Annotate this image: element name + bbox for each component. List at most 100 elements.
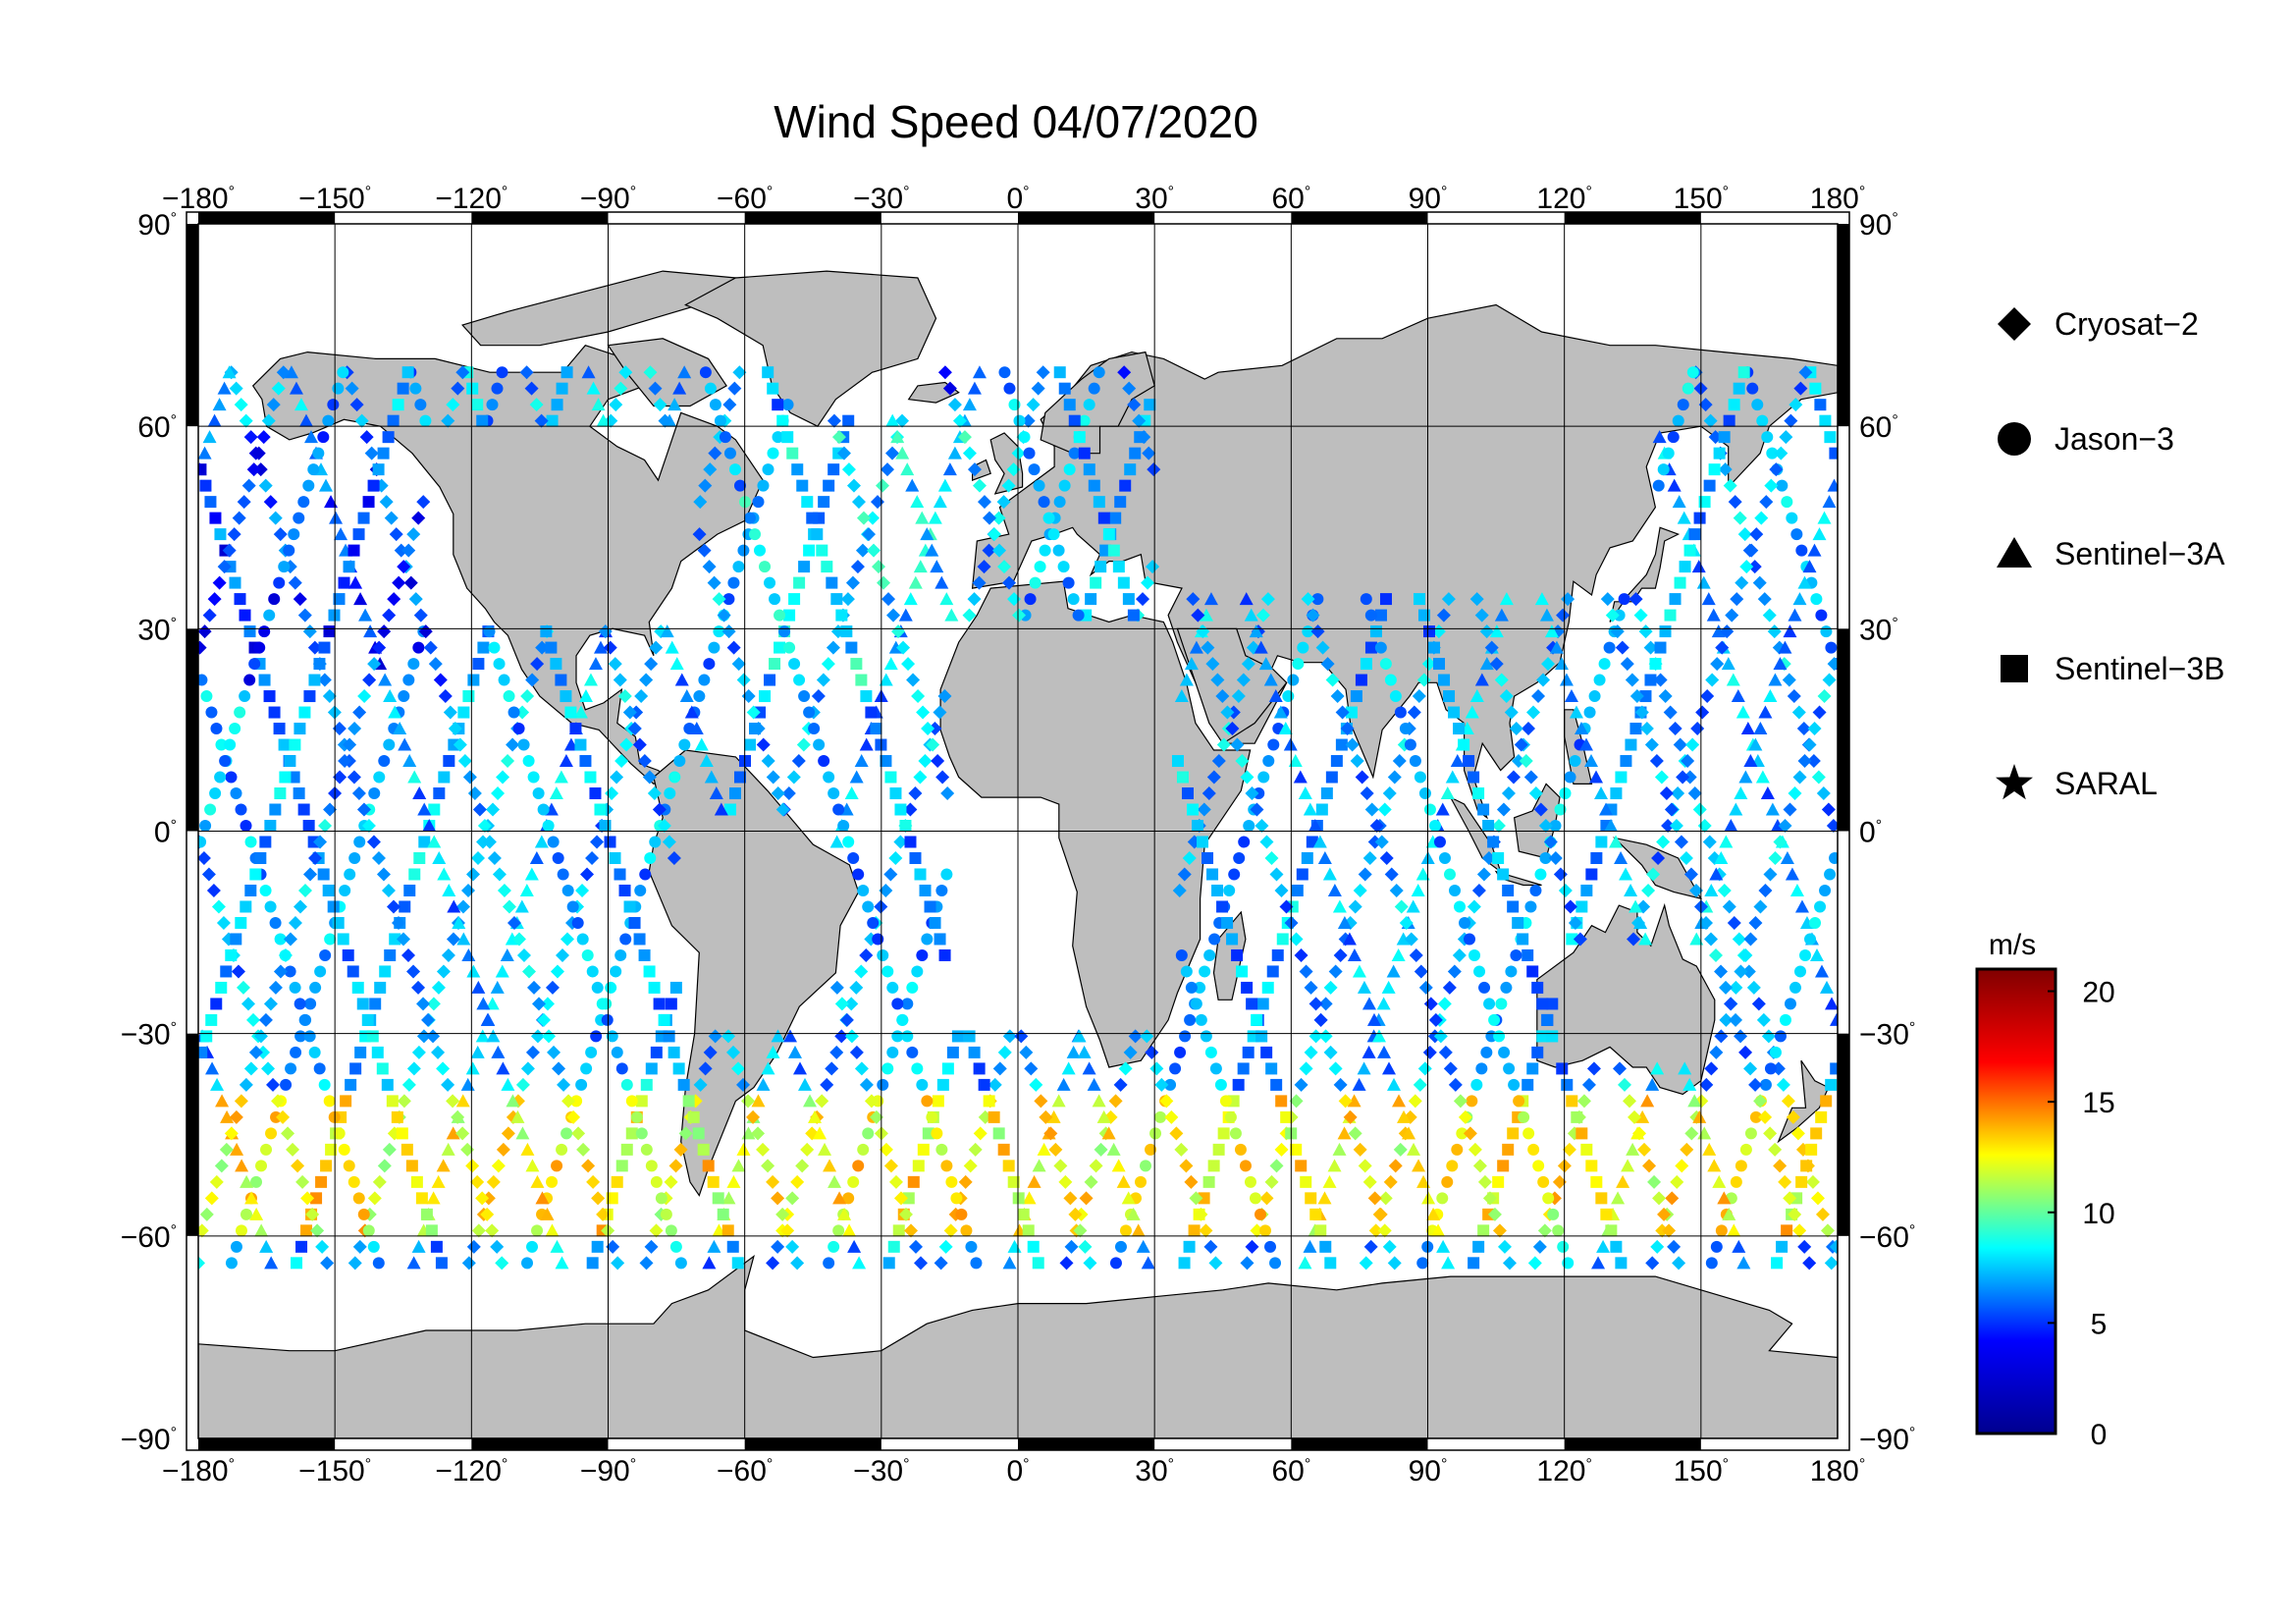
track-point: [487, 850, 502, 865]
track-point: [603, 640, 617, 655]
track-point: [323, 1095, 336, 1108]
track-point: [240, 1174, 254, 1188]
track-point: [1453, 723, 1466, 735]
track-point: [1032, 1159, 1046, 1172]
track-point: [229, 576, 241, 589]
frame-segment: [1018, 212, 1155, 224]
track-point: [1096, 1109, 1111, 1123]
track-point: [847, 1175, 860, 1188]
track-point: [1259, 1191, 1274, 1206]
track-point: [726, 1240, 739, 1253]
track-point: [1625, 673, 1639, 687]
track-point: [401, 1077, 416, 1092]
track-point: [775, 802, 790, 817]
track-point: [1320, 787, 1333, 800]
track-point: [264, 1256, 279, 1270]
track-point: [477, 641, 490, 654]
track-point: [526, 1240, 539, 1253]
track-point: [573, 705, 588, 719]
track-point: [1317, 1191, 1332, 1205]
track-point: [1652, 430, 1667, 444]
track-point: [1417, 609, 1430, 622]
track-point: [1357, 1061, 1371, 1075]
track-point: [294, 723, 306, 735]
track-point: [269, 916, 282, 929]
track-point: [378, 673, 393, 686]
track-point: [345, 1078, 357, 1091]
track-point: [590, 1030, 603, 1043]
track-point: [766, 770, 780, 784]
track-point: [1680, 1142, 1694, 1157]
track-point: [771, 1029, 785, 1043]
track-point: [1657, 463, 1670, 476]
track-point: [246, 462, 261, 477]
track-point: [511, 932, 526, 947]
track-point: [1698, 398, 1713, 412]
track-point: [926, 1110, 938, 1123]
track-point: [225, 771, 238, 784]
track-point: [1501, 786, 1516, 801]
track-point: [682, 1095, 695, 1108]
track-point: [615, 1062, 628, 1075]
track-point: [427, 835, 442, 848]
track-point: [417, 802, 432, 816]
track-point: [302, 820, 315, 833]
track-point: [630, 1110, 643, 1123]
track-point: [342, 948, 354, 961]
track-point: [1312, 835, 1327, 848]
track-point: [1387, 1077, 1402, 1091]
track-point: [1073, 1223, 1088, 1238]
track-point: [419, 414, 432, 427]
track-point: [727, 576, 740, 589]
track-point: [649, 640, 664, 655]
track-point: [293, 899, 307, 914]
track-point: [633, 933, 646, 946]
track-point: [1322, 867, 1337, 881]
track-point: [1735, 1160, 1747, 1172]
track-point: [1541, 1013, 1554, 1026]
track-point: [803, 706, 816, 719]
track-point: [1296, 868, 1308, 881]
track-point: [766, 1045, 780, 1058]
track-point: [933, 705, 947, 720]
track-point: [1117, 365, 1132, 380]
track-point: [441, 1142, 455, 1156]
track-point: [234, 398, 248, 412]
track-point: [460, 1142, 475, 1157]
track-point: [852, 868, 865, 881]
track-point: [1786, 512, 1798, 524]
track-point: [276, 1109, 291, 1124]
track-point: [879, 673, 893, 686]
track-point: [1136, 592, 1150, 607]
track-point: [496, 366, 508, 379]
track-point: [245, 1012, 260, 1027]
track-point: [1179, 1159, 1194, 1173]
track-point: [1624, 883, 1638, 896]
track-point: [815, 1094, 829, 1109]
track-point: [1788, 1207, 1802, 1221]
track-point: [1528, 786, 1543, 801]
track-point: [1749, 527, 1764, 542]
track-point: [446, 932, 460, 947]
track-point: [692, 527, 707, 542]
track-point: [1421, 657, 1436, 672]
frame-segment: [1564, 212, 1701, 224]
track-point: [225, 1257, 238, 1270]
track-point: [481, 1012, 496, 1026]
track-point: [1268, 689, 1283, 703]
track-point: [1687, 786, 1702, 801]
track-point: [1291, 884, 1304, 896]
track-point: [1355, 674, 1367, 686]
track-point: [1453, 1094, 1468, 1109]
lon-tick-label-top: −60°: [717, 183, 773, 215]
track-point: [1718, 462, 1733, 477]
track-point: [1304, 980, 1318, 995]
track-point: [1379, 658, 1392, 671]
track-point: [1497, 1239, 1512, 1254]
track-point: [1174, 1142, 1189, 1157]
track-point: [347, 544, 360, 557]
track-point: [598, 624, 613, 639]
track-point: [759, 690, 772, 703]
track-point: [1294, 947, 1308, 962]
track-point: [1647, 1174, 1662, 1189]
